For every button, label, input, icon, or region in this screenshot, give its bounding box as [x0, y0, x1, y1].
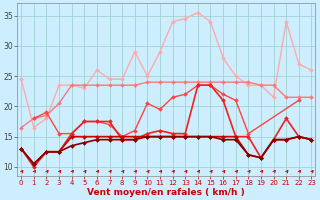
X-axis label: Vent moyen/en rafales ( km/h ): Vent moyen/en rafales ( km/h ): [87, 188, 245, 197]
